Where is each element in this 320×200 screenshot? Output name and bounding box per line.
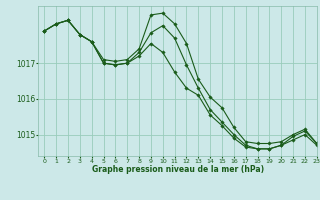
X-axis label: Graphe pression niveau de la mer (hPa): Graphe pression niveau de la mer (hPa) <box>92 165 264 174</box>
